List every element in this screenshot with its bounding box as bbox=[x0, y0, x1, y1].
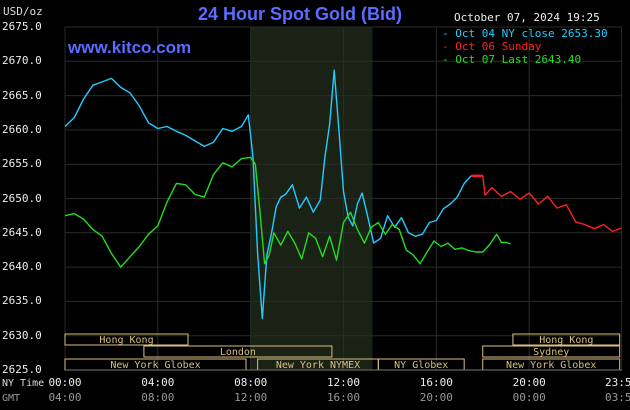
chart-title: 24 Hour Spot Gold (Bid) bbox=[198, 4, 402, 24]
y-tick-label: 2640.0 bbox=[2, 260, 42, 274]
x-tick-gmt: 20:00 bbox=[420, 391, 453, 404]
x-tick-ny: 16:00 bbox=[420, 376, 453, 389]
session-label: New York NYMEX bbox=[276, 360, 360, 371]
session-box bbox=[64, 333, 189, 346]
series-line bbox=[64, 156, 511, 268]
x-tick-ny: 08:00 bbox=[234, 376, 267, 389]
x-tick-gmt: 00:00 bbox=[513, 391, 546, 404]
session-label: New York Globex bbox=[110, 360, 200, 371]
legend-label: Oct 06 Sunday bbox=[455, 40, 542, 53]
x-tick-ny: 00:00 bbox=[48, 376, 81, 389]
legend-item-sunday: - Oct 06 Sunday bbox=[442, 40, 608, 53]
y-tick-label: 2670.0 bbox=[2, 54, 42, 68]
legend-label: Oct 04 NY close 2653.30 bbox=[455, 27, 608, 40]
gmt-label: GMT bbox=[2, 393, 20, 404]
x-tick-gmt: 08:00 bbox=[141, 391, 174, 404]
y-tick-label: 2635.0 bbox=[2, 294, 42, 308]
y-tick-label: 2660.0 bbox=[2, 122, 42, 136]
x-tick-ny: 04:00 bbox=[141, 376, 174, 389]
legend-bullet: - bbox=[442, 27, 456, 40]
legend-bullet: - bbox=[442, 53, 456, 66]
y-tick-label: 2665.0 bbox=[2, 88, 42, 102]
y-tick-label: 2645.0 bbox=[2, 225, 42, 239]
session-label: Sydney bbox=[533, 347, 569, 358]
session-box bbox=[482, 345, 621, 358]
legend-item-last: - Oct 07 Last 2643.40 bbox=[442, 53, 608, 66]
x-tick-ny: 12:00 bbox=[327, 376, 360, 389]
session-label: Hong Kong bbox=[539, 335, 593, 346]
y-tick-label: 2630.0 bbox=[2, 328, 42, 342]
session-box bbox=[512, 333, 621, 346]
session-label: London bbox=[220, 347, 256, 358]
x-tick-gmt: 16:00 bbox=[327, 391, 360, 404]
session-box bbox=[143, 345, 333, 358]
timestamp: October 07, 2024 19:25 bbox=[454, 11, 600, 24]
session-label: New York Globex bbox=[506, 360, 596, 371]
unit-label: USD/oz bbox=[3, 5, 43, 18]
x-tick-ny: 23:59 bbox=[605, 376, 630, 389]
session-label: Hong Kong bbox=[99, 335, 153, 346]
series-line bbox=[64, 69, 472, 320]
y-tick-label: 2625.0 bbox=[2, 363, 42, 376]
site-link[interactable]: www.kitco.com bbox=[68, 38, 192, 57]
series-line bbox=[471, 175, 622, 233]
x-tick-gmt: 03:59 bbox=[605, 391, 630, 404]
y-tick-label: 2655.0 bbox=[2, 157, 42, 171]
x-tick-ny: 20:00 bbox=[513, 376, 546, 389]
session-label: NY Globex bbox=[394, 360, 448, 371]
legend-label: Oct 07 Last 2643.40 bbox=[455, 53, 582, 66]
legend: - Oct 04 NY close 2653.30 - Oct 06 Sunda… bbox=[442, 27, 608, 66]
x-tick-gmt: 04:00 bbox=[48, 391, 81, 404]
y-tick-label: 2675.0 bbox=[2, 20, 42, 33]
legend-bullet: - bbox=[442, 40, 456, 53]
x-tick-gmt: 12:00 bbox=[234, 391, 267, 404]
y-tick-label: 2650.0 bbox=[2, 191, 42, 205]
ny-time-label: NY Time bbox=[2, 378, 44, 389]
legend-item-ny-close: - Oct 04 NY close 2653.30 bbox=[442, 27, 608, 40]
